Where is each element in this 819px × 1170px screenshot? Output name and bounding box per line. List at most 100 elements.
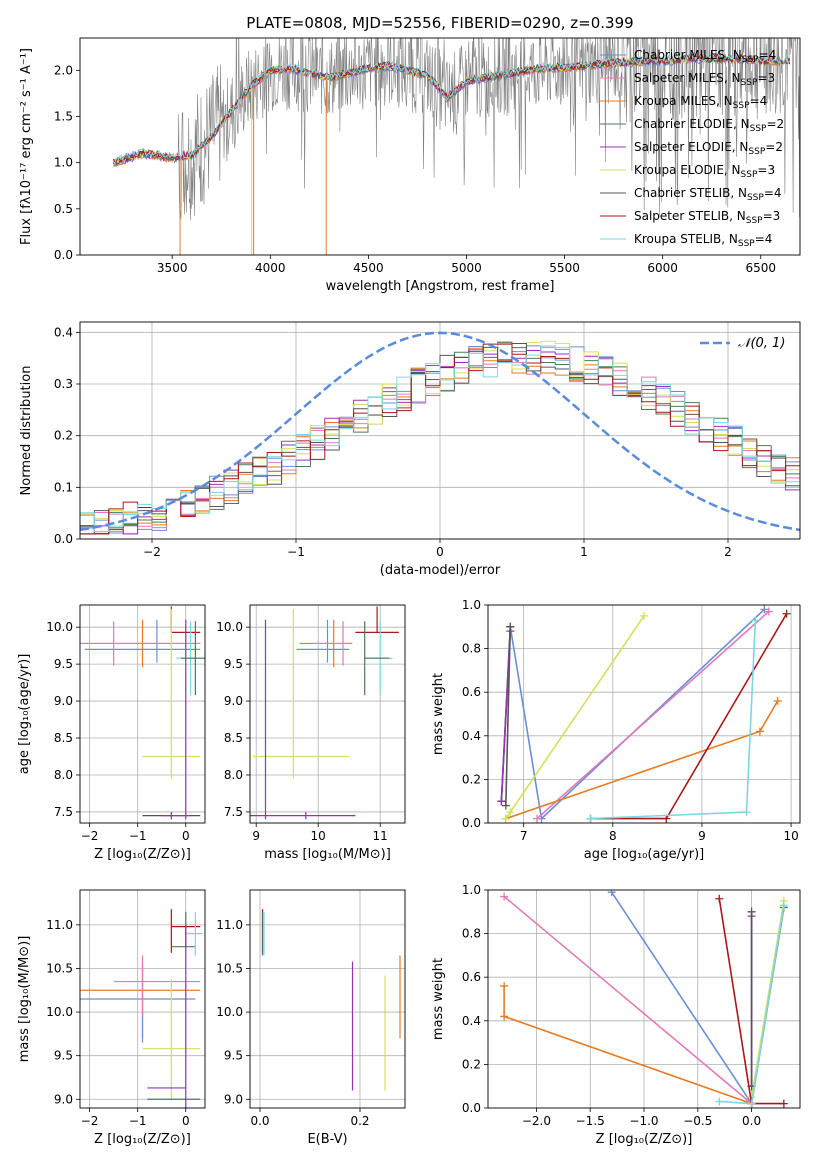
y-axis-label: Normed distribution: [19, 366, 34, 496]
y-tick-label: 0.0: [462, 816, 481, 830]
y-tick-label: 0.0: [54, 532, 73, 546]
spectrum-legend: Chabrier MILES, NSSP=4 Salpeter MILES, NS…: [600, 48, 784, 249]
y-tick-label: 0.2: [462, 772, 481, 786]
panel-age-vs-mass: 9 10 11 7.5 8.0 8.5 9.0 9.5 10.0 mass [log₁₀(M/M⊙…: [216, 604, 406, 862]
x-tick-label: 5500: [549, 261, 580, 275]
x-tick-label: −2: [81, 829, 99, 843]
y-tick-label: 0.6: [462, 970, 481, 984]
legend-label: Chabrier STELIB, NSSP=4: [634, 186, 782, 203]
y-tick-label: 10.5: [216, 961, 243, 975]
y-tick-label: 10.0: [216, 620, 243, 634]
x-tick-label: 4000: [255, 261, 286, 275]
y-tick-label: 9.5: [54, 657, 73, 671]
weight-marker: [506, 622, 515, 631]
axes-border: [79, 37, 801, 256]
x-axis-label: mass [log₁₀(M/M⊙)]: [264, 847, 391, 862]
x-tick-label: −2.0: [522, 1114, 551, 1128]
x-tick-label: 9: [252, 829, 260, 843]
x-axis-label: E(B-V): [307, 1132, 347, 1147]
axes-frame: −2 −1 0 1 2 0.0 0.1 0.2 0.3 0.4 (data-model)/error…: [19, 321, 801, 578]
axes-frame: 9 10 11 7.5 8.0 8.5 9.0 9.5 10.0 mass [log₁₀(M/M⊙…: [216, 604, 406, 862]
axes-border: [79, 889, 206, 1109]
y-tick-label: 1.0: [462, 598, 481, 612]
y-tick-label: 0.8: [462, 642, 481, 656]
y-tick-label: 0.4: [54, 325, 73, 339]
y-tick-label: 0.1: [54, 480, 73, 494]
y-tick-label: 8.0: [54, 768, 73, 782]
y-tick-label: 2.0: [54, 63, 73, 77]
weight-line: [503, 895, 753, 1105]
plot-area: [488, 890, 800, 1108]
x-tick-label: 10: [783, 829, 798, 843]
figure-title: PLATE=0808, MJD=52556, FIBERID=0290, z=0…: [246, 14, 633, 32]
x-tick-label: 0.2: [350, 1114, 369, 1128]
data-spectrum-line: [113, 38, 800, 221]
axes-border: [249, 889, 406, 1109]
weight-marker: [764, 607, 773, 616]
model-spectrum-line: [113, 53, 791, 164]
y-tick-label: 0.8: [462, 927, 481, 941]
weight-marker: [773, 696, 782, 705]
panel-residuals: −2 −1 0 1 2 0.0 0.1 0.2 0.3 0.4 (data-model)/error…: [19, 321, 801, 578]
x-tick-label: 8: [609, 829, 617, 843]
x-axis-label: (data-model)/error: [380, 563, 501, 578]
x-tick-label: 0.0: [250, 1114, 269, 1128]
x-tick-label: 2: [724, 545, 732, 559]
y-tick-label: 9.0: [224, 694, 243, 708]
panel-age-vs-Z: −2 −1 0 7.5 8.0 8.5 9.0 9.5 10.0 Z [log₁₀(Z/Z⊙)] a…: [17, 604, 206, 862]
weight-marker: [779, 1099, 788, 1108]
weight-marker: [742, 808, 751, 817]
weight-marker: [640, 611, 648, 620]
x-tick-label: 0: [182, 829, 190, 843]
weight-marker: [779, 901, 788, 910]
weight-marker: [506, 808, 515, 817]
weight-marker: [497, 797, 506, 806]
legend-label: Salpeter MILES, NSSP=3: [634, 71, 775, 88]
x-tick-label: 9: [698, 829, 706, 843]
weight-marker: [760, 605, 769, 614]
y-tick-label: 8.5: [224, 731, 243, 745]
y-axis-label: Flux [fλ10⁻¹⁷ erg cm⁻² s⁻¹ A⁻¹]: [19, 48, 34, 245]
legend-label: Chabrier MILES, NSSP=4: [634, 48, 776, 65]
x-tick-label: −1: [129, 829, 147, 843]
weight-marker: [755, 727, 764, 736]
legend-label: Kroupa ELODIE, NSSP=3: [634, 163, 775, 180]
y-tick-label: 7.5: [54, 805, 73, 819]
x-tick-label: −0.5: [683, 1114, 712, 1128]
x-tick-label: 0: [182, 1114, 190, 1128]
model-spectrum-line: [113, 52, 791, 163]
weight-marker: [501, 801, 510, 810]
plot-area: [250, 605, 405, 823]
x-tick-label: 0: [436, 545, 444, 559]
panel-weight-vs-Z: −2.0 −1.5 −1.0 −0.5 0.0 0.0 0.2 0.4 0.6 0.8 1.0 Z […: [431, 883, 801, 1147]
weight-marker: [586, 814, 595, 823]
y-tick-label: 0.6: [462, 685, 481, 699]
weight-marker: [747, 907, 756, 916]
axes-frame: 7 8 9 10 0.0 0.2 0.4 0.6 0.8 1.0 age [log₁₀(age/yr…: [431, 598, 801, 862]
x-tick-label: −2: [143, 545, 161, 559]
panel-mass-vs-ebv: 0.0 0.2 9.0 9.5 10.0 10.5 11.0 E(B-V): [216, 889, 406, 1147]
x-tick-label: −1.5: [576, 1114, 605, 1128]
y-tick-label: 0.3: [54, 377, 73, 391]
weight-line: [590, 613, 788, 820]
y-tick-label: 0.4: [462, 1014, 481, 1028]
y-tick-label: 8.0: [224, 768, 243, 782]
plot-area: [80, 890, 205, 1108]
y-axis-label: mass weight: [431, 958, 446, 1040]
axes-frame: 0.0 0.2 9.0 9.5 10.0 10.5 11.0 E(B-V): [216, 889, 406, 1147]
y-tick-label: 0.0: [462, 1101, 481, 1115]
y-tick-label: 10.0: [216, 1005, 243, 1019]
y-tick-label: 0.4: [462, 729, 481, 743]
y-tick-label: 7.5: [224, 805, 243, 819]
x-tick-label: 7: [520, 829, 528, 843]
residual-legend: 𝒩(0, 1): [700, 336, 785, 351]
y-axis-label: age [log₁₀(age/yr)]: [17, 654, 32, 775]
axes-border: [249, 604, 406, 824]
x-tick-label: −1: [129, 1114, 147, 1128]
axes-border: [487, 604, 801, 824]
plots-container: 3500 4000 4500 5000 5500 6000 6500 0.0 0.5 1.0 1.5…: [17, 37, 801, 1147]
x-tick-label: 5000: [451, 261, 482, 275]
x-axis-label: wavelength [Angstrom, rest frame]: [326, 279, 555, 294]
x-axis-label: Z [log₁₀(Z/Z⊙)]: [94, 847, 191, 862]
